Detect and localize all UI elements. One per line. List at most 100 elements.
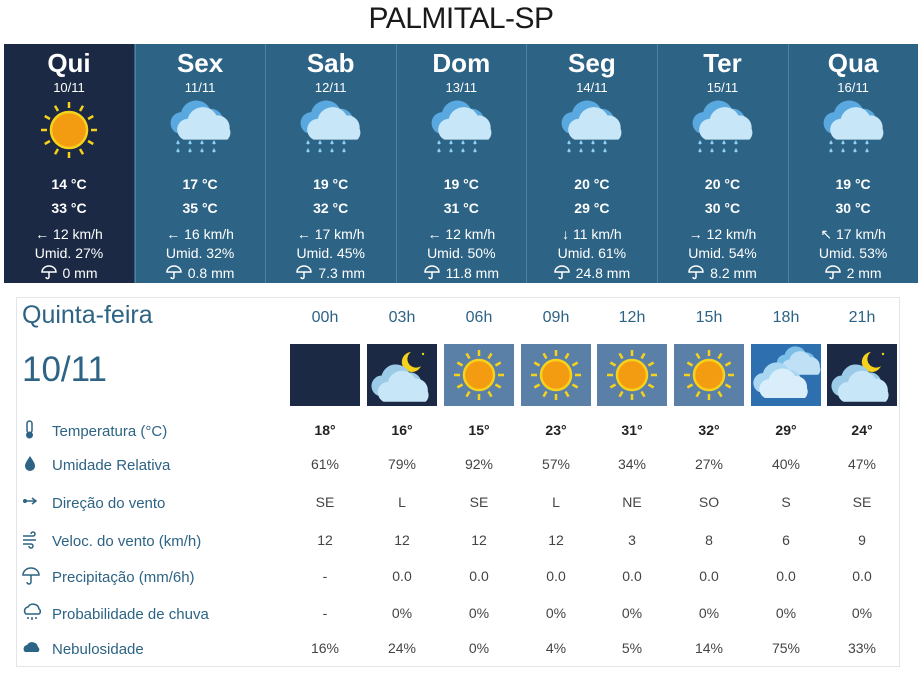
cell: 12 — [394, 532, 410, 548]
sun — [49, 110, 89, 150]
rain-drop — [175, 140, 180, 145]
cloud — [300, 100, 361, 140]
row-icon — [22, 492, 42, 512]
sun-ray — [542, 352, 548, 360]
rain-drop — [460, 148, 465, 153]
rain-drop — [734, 140, 738, 145]
rain-drop — [306, 140, 310, 145]
day-date: 15/11 — [706, 80, 739, 95]
wind: ← 12 km/h — [427, 226, 496, 242]
wind: ↓ 11 km/h — [562, 226, 622, 242]
row-label: Direção do vento — [52, 495, 166, 512]
sun-ray — [686, 361, 694, 367]
row-icon — [22, 530, 42, 550]
cell: 0.0 — [546, 568, 566, 584]
weather-icon — [823, 100, 883, 153]
sun — [692, 358, 726, 392]
cell: 0% — [468, 605, 490, 621]
cell: 0% — [545, 605, 567, 621]
day-icon — [819, 100, 889, 160]
sun-ray — [542, 390, 548, 398]
hour-icon — [751, 344, 821, 406]
rain-drop — [852, 148, 857, 153]
cell: L — [552, 494, 560, 510]
cell: - — [322, 568, 328, 584]
rain-row: 0 mm — [4, 264, 134, 281]
rain-drop — [722, 148, 726, 153]
cell: 16° — [391, 422, 413, 438]
sun-ray — [494, 383, 502, 389]
rain-drop — [828, 148, 833, 153]
sun — [615, 358, 649, 392]
humidity: Umid. 50% — [427, 245, 496, 261]
sun-ray — [533, 383, 541, 389]
cell: 6 — [782, 532, 790, 548]
rain-drop — [722, 140, 726, 145]
day-icon — [296, 100, 366, 160]
sun-ray — [571, 361, 579, 367]
forecast-strip: Qui 10/11 14 °C 33 °C ← 12 km/h Umid. 27% 0 mm… — [4, 44, 918, 283]
rain-drop — [864, 140, 869, 145]
hour-icon — [827, 344, 897, 406]
day-column: Dom 13/11 19 °C 31 °C ← 12 km/h Umid. 50% 11.8… — [395, 44, 526, 283]
umbrella-icon — [553, 265, 570, 280]
day-date: 10/11 — [53, 80, 85, 95]
weather-icon — [561, 100, 622, 153]
hour-icon — [444, 344, 514, 406]
cell: S — [781, 494, 791, 510]
cell: 0% — [621, 605, 643, 621]
humidity: Umid. 53% — [818, 245, 888, 261]
cell: 9 — [858, 532, 866, 548]
cell: 16% — [310, 640, 340, 656]
sun-ray — [456, 361, 464, 367]
rain-row: 7.3 mm — [266, 264, 395, 281]
rain-drop — [211, 148, 216, 153]
cloud — [692, 100, 753, 140]
rain-drop — [175, 148, 180, 153]
sun-ray — [564, 352, 570, 360]
hour-icon — [674, 344, 744, 406]
sun-ray — [609, 361, 617, 367]
rain-drop — [306, 148, 310, 153]
umbrella-icon — [688, 265, 704, 280]
sun-ray — [465, 390, 471, 398]
weather-icon — [170, 100, 230, 153]
detail-day: Quinta-feira — [22, 301, 153, 329]
day-icon — [34, 100, 104, 160]
day-date: 11/11 — [184, 80, 216, 95]
weather-icon — [751, 344, 821, 406]
row-label: Umidade Relativa — [52, 457, 171, 474]
cell: 5% — [621, 640, 643, 656]
day-column: Sab 12/11 19 °C 32 °C ← 17 km/h Umid. 45% 7.3 … — [265, 44, 395, 283]
weather-icon — [367, 344, 437, 406]
sun-ray — [686, 383, 694, 389]
row-label: Probabilidade de chuva — [52, 606, 209, 623]
cell: 27% — [694, 456, 724, 472]
day-date: 14/11 — [576, 80, 608, 95]
cell: 0.0 — [776, 568, 796, 584]
row-icon — [22, 603, 42, 623]
rain-drop — [330, 140, 334, 145]
rain-drop — [567, 140, 572, 145]
hour-icon — [521, 344, 591, 406]
day-icon — [688, 100, 758, 160]
cell: 18° — [314, 422, 336, 438]
day-name: Seg — [568, 48, 616, 78]
cell: 61% — [310, 456, 340, 472]
sun-ray — [44, 139, 51, 146]
sun-ray — [44, 114, 51, 121]
star — [881, 352, 885, 356]
rain-amount: 8.2 mm — [710, 265, 757, 281]
cell: - — [322, 605, 328, 621]
row-icon-svg — [25, 456, 35, 471]
weather-icon — [521, 344, 591, 406]
rain-drop — [840, 140, 845, 145]
row-icon — [22, 420, 42, 440]
rain-drop — [579, 148, 584, 153]
min-temp: 19 °C — [313, 176, 349, 192]
rain-drop — [448, 140, 453, 145]
cell: 33% — [847, 640, 877, 656]
umbrella-icon — [40, 265, 57, 280]
hour-label: 09h — [542, 309, 570, 326]
cloud — [371, 364, 429, 402]
